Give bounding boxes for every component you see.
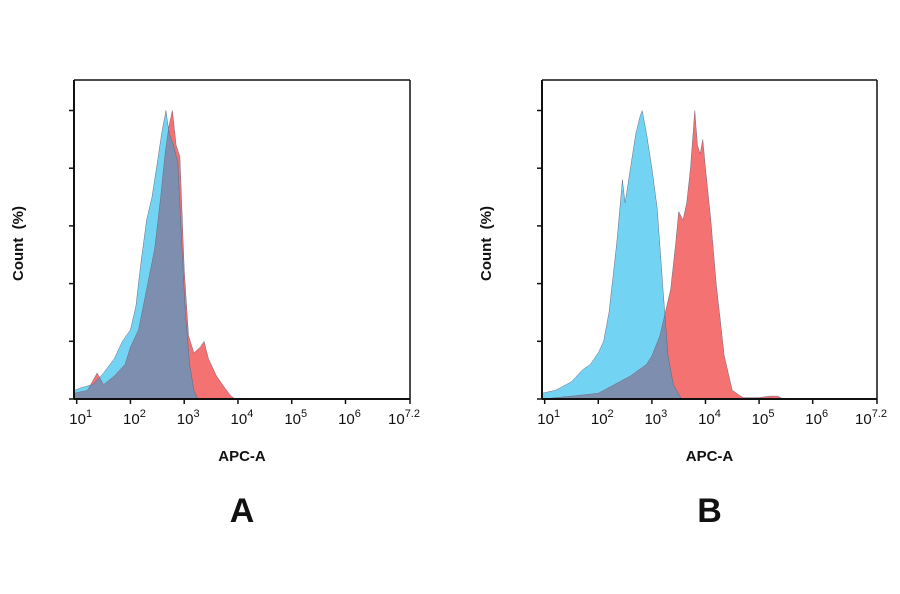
x-tick-base: 10 [123,411,140,428]
x-tick-base: 10 [388,411,405,428]
x-tick-exponent: 3 [661,408,667,420]
series-area-blue [73,110,410,400]
x-axis-label: APC-A [686,448,734,465]
x-tick-exponent: 1 [86,408,92,420]
x-tick-exponent: 5 [301,408,307,420]
x-tick-exponent: 1 [554,408,560,420]
x-tick-base: 10 [338,411,355,428]
x-tick-exponent: 2 [608,408,614,420]
x-tick-base: 10 [805,411,822,428]
x-tick-label: 105 [752,408,775,428]
x-tick-label: 107.2 [388,408,420,428]
x-tick-exponent: 6 [822,408,828,420]
x-tick-label: 104 [231,408,254,428]
panel-label: A [230,492,255,530]
x-tick-label: 103 [177,408,200,428]
x-tick-exponent: 2 [140,408,146,420]
x-tick-base: 10 [752,411,769,428]
x-tick-exponent: 3 [193,408,199,420]
x-tick-label: 101 [69,408,92,428]
x-tick-label: 105 [284,408,307,428]
x-tick-base: 10 [855,411,872,428]
x-tick-exponent: 4 [247,408,253,420]
x-tick-label: 103 [644,408,667,428]
x-tick-base: 10 [698,411,715,428]
x-tick-label: 106 [338,408,361,428]
y-axis-label: Count (%) [10,206,27,281]
x-tick-label: 101 [537,408,560,428]
x-tick-base: 10 [231,411,248,428]
x-tick-base: 10 [591,411,608,428]
panel-label: B [697,492,722,530]
x-tick-label: 107.2 [855,408,887,428]
y-axis-label: Count (%) [478,206,495,281]
x-tick-exponent: 5 [768,408,774,420]
x-tick-base: 10 [537,411,554,428]
x-tick-base: 10 [644,411,661,428]
x-tick-exponent: 7.2 [405,408,420,420]
x-tick-label: 104 [698,408,721,428]
x-tick-exponent: 6 [355,408,361,420]
x-tick-label: 102 [123,408,146,428]
x-tick-exponent: 7.2 [872,408,887,420]
x-tick-base: 10 [69,411,86,428]
x-tick-exponent: 4 [715,408,721,420]
x-tick-label: 102 [591,408,614,428]
x-tick-base: 10 [177,411,194,428]
series-area-red [541,110,877,400]
x-tick-label: 106 [805,408,828,428]
x-axis-label: APC-A [218,448,266,465]
x-tick-base: 10 [284,411,301,428]
